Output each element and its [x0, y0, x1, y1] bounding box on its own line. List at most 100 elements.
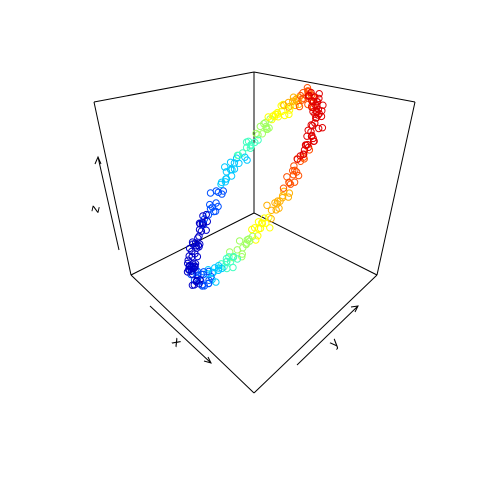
data-point [254, 218, 263, 226]
data-point [319, 101, 327, 109]
data-point [283, 173, 291, 181]
data-point [233, 246, 242, 254]
data-point [295, 102, 304, 111]
data-point [205, 276, 213, 284]
data-point [254, 131, 262, 139]
data-point [277, 102, 285, 110]
data-point [227, 172, 236, 180]
data-point [309, 137, 318, 146]
data-point [290, 162, 298, 170]
data-point [307, 132, 316, 141]
x-axis-arrow [149, 305, 212, 364]
z-axis-label: z [88, 204, 104, 214]
data-point [191, 262, 199, 270]
data-point [219, 187, 228, 195]
data-point [300, 146, 309, 154]
z-axis-arrowhead [94, 155, 102, 165]
data-point [307, 128, 315, 136]
data-point [285, 106, 294, 114]
data-point [272, 206, 280, 214]
box-edge-back-right-floor [253, 212, 378, 276]
data-point [243, 156, 251, 164]
data-point [294, 171, 303, 180]
box-edge-front-right [253, 274, 378, 394]
data-point [230, 159, 239, 167]
y-axis-arrow [296, 305, 359, 366]
data-point [266, 224, 274, 232]
data-point [273, 108, 282, 117]
y-axis-label: y [327, 335, 343, 351]
data-point [193, 276, 201, 285]
data-point [278, 194, 287, 202]
data-point [199, 212, 207, 220]
data-point [188, 238, 197, 246]
data-point [238, 253, 246, 261]
x-axis: x [149, 305, 212, 364]
data-point [263, 125, 271, 134]
data-point [303, 132, 311, 140]
data-point [262, 124, 271, 132]
data-point [313, 97, 321, 106]
data-point [312, 114, 321, 122]
data-point [271, 199, 279, 207]
data-point [260, 214, 268, 222]
data-point [214, 188, 223, 197]
data-point [226, 158, 235, 167]
data-point [204, 266, 212, 274]
data-point [245, 235, 253, 243]
data-point [196, 220, 204, 228]
z-axis: z [88, 155, 120, 251]
data-point [188, 247, 196, 256]
data-point [311, 110, 319, 118]
data-point [226, 258, 235, 266]
data-point [261, 119, 269, 127]
data-point [212, 199, 220, 207]
data-point [233, 255, 242, 263]
x-axis-arrowhead [203, 356, 212, 364]
data-point [199, 270, 208, 279]
data-point [202, 226, 210, 234]
data-point [243, 236, 252, 244]
data-point [286, 180, 295, 188]
data-point [247, 141, 255, 149]
points-layer [183, 84, 327, 290]
x-axis-label: x [168, 334, 184, 350]
data-point [290, 178, 299, 186]
data-point [202, 210, 211, 219]
data-point [194, 234, 202, 242]
box-edge-top-right [253, 71, 416, 103]
data-point [189, 260, 197, 268]
data-point [293, 155, 302, 163]
data-point [195, 232, 203, 240]
data-point [315, 124, 323, 133]
data-point [318, 107, 326, 115]
data-point [212, 278, 220, 286]
data-point [285, 110, 293, 119]
data-point [248, 225, 256, 234]
box-edge-left-vertical [93, 101, 132, 276]
data-point [284, 103, 293, 111]
data-point [308, 103, 316, 112]
data-point [311, 119, 319, 127]
z-axis-arrow [97, 156, 120, 251]
box-edge-top-left [93, 71, 255, 103]
data-point [284, 98, 293, 107]
y-axis-arrowhead [350, 305, 359, 313]
box-edge-right-vertical [376, 101, 416, 276]
data-point [301, 141, 310, 149]
data-point [235, 159, 243, 168]
box-front-edges [93, 71, 416, 394]
y-axis: y [296, 305, 359, 366]
data-point [258, 130, 266, 138]
data-point [289, 167, 297, 175]
data-point [183, 268, 192, 276]
data-point [265, 124, 273, 132]
data-point [267, 206, 276, 215]
data-point [281, 111, 289, 120]
box-edge-front-left [130, 274, 255, 394]
data-point [303, 84, 312, 92]
data-point [258, 219, 267, 228]
data-point [199, 219, 208, 227]
data-point [246, 144, 255, 152]
